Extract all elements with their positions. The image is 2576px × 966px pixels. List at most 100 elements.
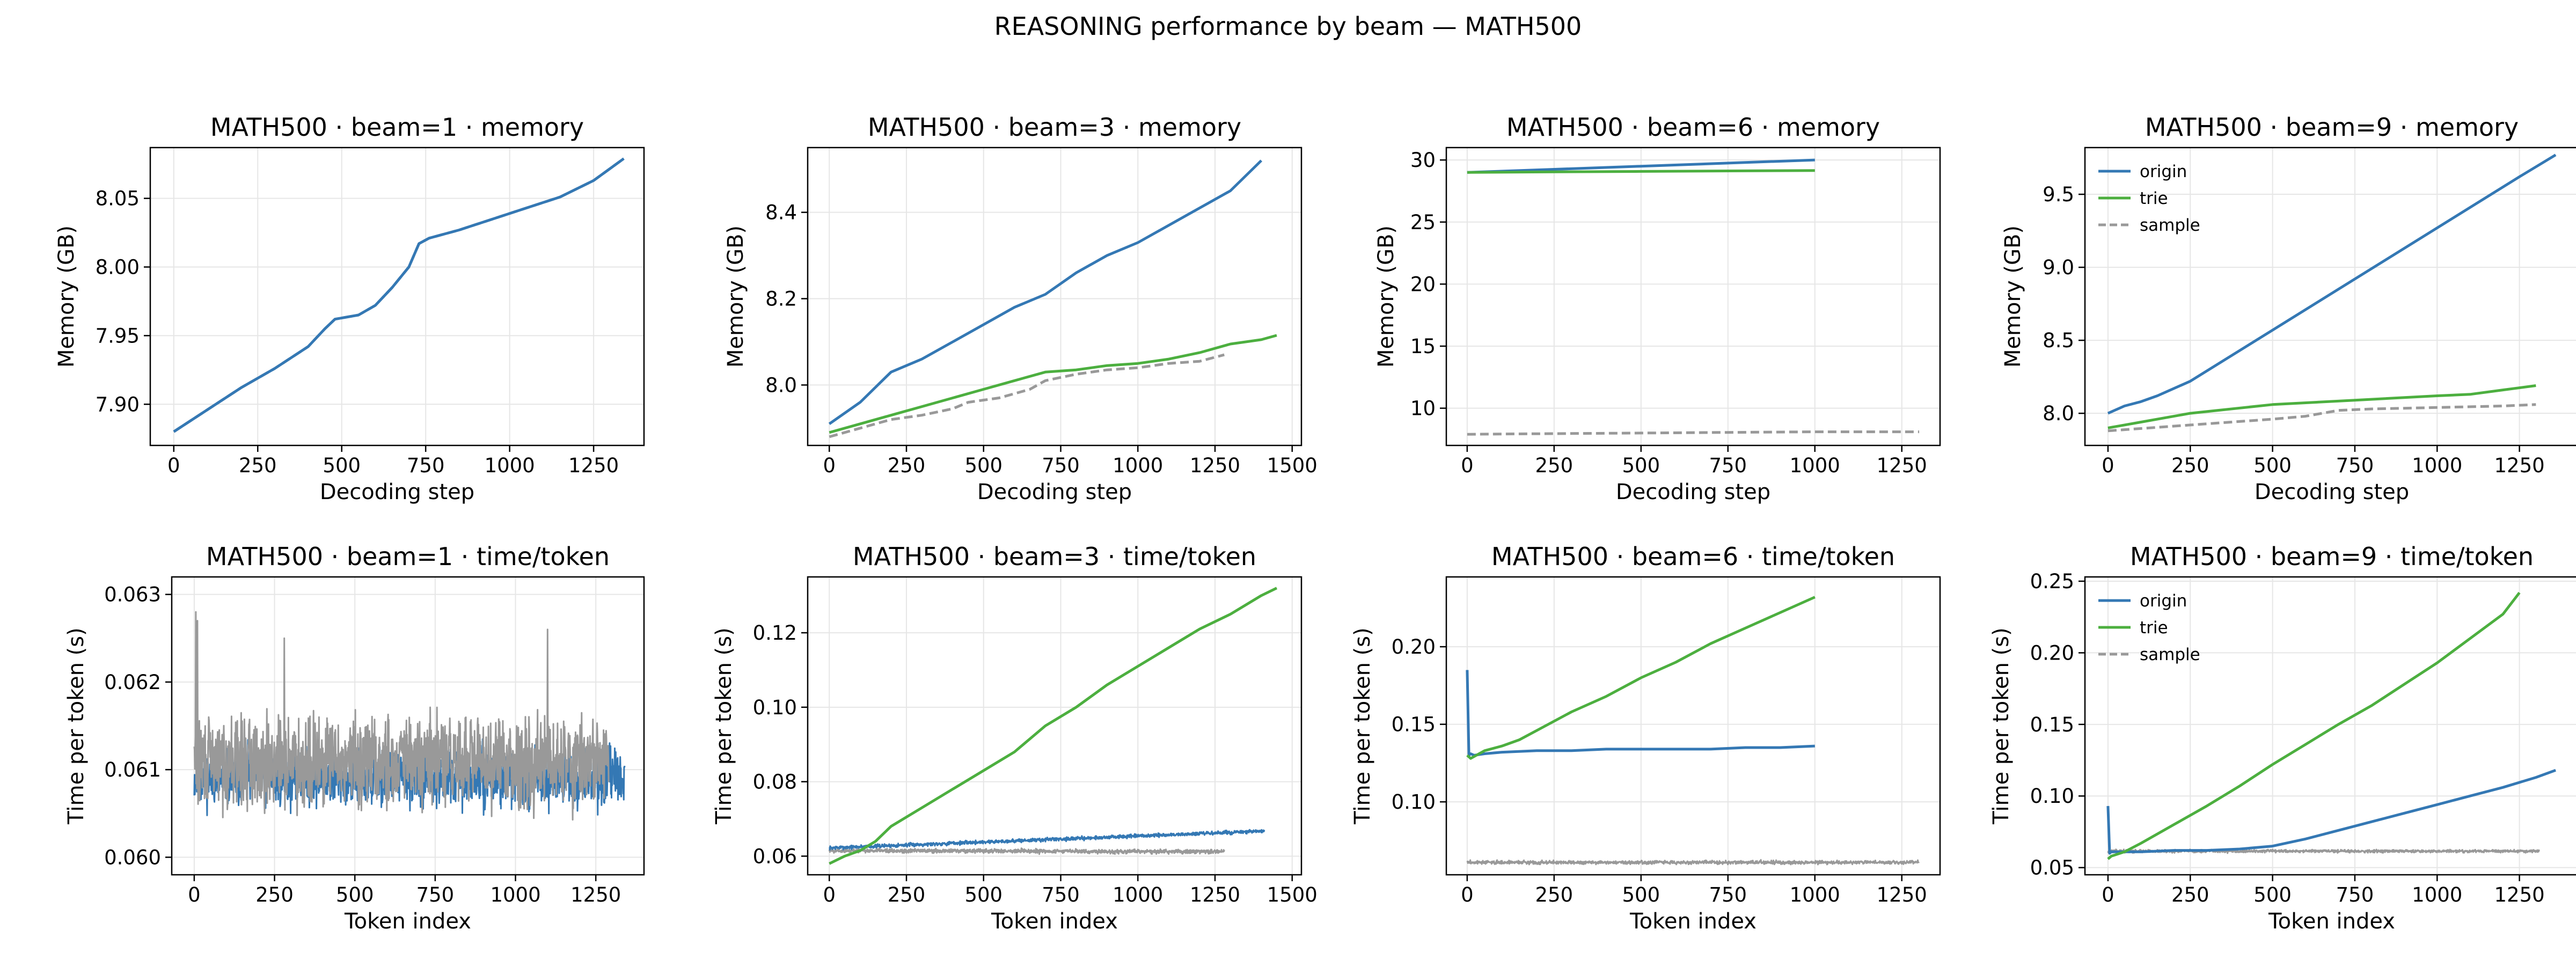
x-tick-label: 750 [2336,883,2374,906]
y-tick-label: 8.0 [765,374,797,397]
legend: origin trie sample [2098,162,2200,235]
series-group [828,587,1278,865]
y-tick-label: 0.062 [104,671,161,694]
y-tick-label: 0.08 [753,771,797,794]
x-tick-label: 1250 [1190,883,1240,906]
x-tick-label: 1250 [568,454,619,477]
y-tick-label: 0.12 [753,621,797,645]
y-axis-label: Memory (GB) [2001,225,2025,368]
y-tick-label: 30 [1410,149,1436,172]
y-tick-label: 7.90 [96,393,140,416]
panel-title: MATH500 · beam=3 · time/token [853,542,1256,571]
x-tick-label: 1000 [485,454,535,477]
y-axis-label: Memory (GB) [54,225,79,368]
y-tick-label: 9.0 [2043,256,2074,279]
x-tick-label: 0 [823,883,836,906]
axes-frame [807,147,1302,447]
legend-label-origin: origin [2140,162,2187,181]
panel-title: MATH500 · beam=1 · time/token [206,542,610,571]
x-tick-label: 500 [964,883,1002,906]
x-tick-label: 0 [1461,454,1474,477]
series-line-sample [193,611,610,821]
legend-label-sample: sample [2140,645,2200,664]
chart-panel-1: 0 250 500 750 1000 1250 7.90 7.95 8.00 8.05 MATH50… [54,113,645,504]
y-tick-label: 10 [1410,397,1436,420]
panel-title: MATH500 · beam=6 · memory [1506,113,1880,142]
y-axis-label: Time per token (s) [1989,627,2014,824]
chart-panel-4: 0 250 500 750 1000 1250 8.0 8.5 9.0 9.5 MATH500 · … [2001,113,2576,504]
x-tick-label: 0 [167,454,180,477]
y-tick-label: 0.20 [2030,641,2074,664]
series-line-sample [1467,430,1920,436]
axes-frame [171,576,645,876]
axes-frame [2084,576,2576,876]
series-group [2106,591,2556,860]
y-tick-label: 0.06 [753,845,797,868]
chart-panel-8: 0 250 500 750 1000 1250 0.05 0.10 0.15 0.20 0.25 MA… [1989,542,2576,934]
series-line-trie [2107,384,2536,429]
y-tick-label: 0.10 [2030,785,2074,808]
y-axis-label: Memory (GB) [723,225,748,368]
x-tick-label: 250 [2171,454,2209,477]
x-tick-label: 750 [1042,454,1080,477]
x-tick-label: 0 [2102,883,2114,906]
y-axis-label: Memory (GB) [1374,225,1399,368]
x-tick-label: 750 [416,883,455,906]
series-line-sample [2107,403,2536,433]
panel-title: MATH500 · beam=9 · memory [2145,113,2519,142]
y-tick-label: 8.00 [96,256,140,279]
x-tick-label: 0 [1461,883,1474,906]
x-axis-label: Decoding step [977,480,1132,504]
x-tick-label: 1000 [1790,883,1840,906]
y-tick-label: 9.5 [2043,183,2074,206]
x-tick-label: 500 [964,454,1002,477]
series-group [193,611,626,821]
legend-label-trie: trie [2140,618,2168,638]
y-axis-label: Time per token (s) [1350,627,1375,824]
series-group [1466,596,1920,866]
series-line-trie [2107,591,2521,860]
axes-frame [1445,576,1941,876]
x-tick-label: 1250 [1190,454,1240,477]
x-tick-label: 750 [1709,883,1747,906]
legend-label-origin: origin [2140,591,2187,611]
y-tick-label: 0.05 [2030,857,2074,880]
x-tick-label: 250 [1535,454,1574,477]
series-line-origin [2106,769,2556,855]
x-tick-label: 750 [1042,883,1080,906]
y-tick-label: 0.10 [753,696,797,719]
x-tick-label: 250 [255,883,294,906]
y-tick-label: 8.5 [2043,329,2074,352]
gridlines [808,148,1301,445]
series-line-trie [829,334,1277,434]
x-tick-label: 1500 [1267,454,1318,477]
series-line-origin [828,159,1263,425]
chart-panel-6: 0 250 500 750 1000 1250 1500 0.06 0.08 0.10 0.12 MA… [712,542,1318,934]
x-tick-label: 250 [2171,883,2209,906]
x-tick-label: 1000 [1790,454,1840,477]
x-tick-label: 500 [1622,454,1660,477]
y-tick-label: 20 [1410,273,1436,296]
legend-label-sample: sample [2140,216,2200,235]
gridlines [1446,577,1940,875]
x-tick-label: 0 [188,883,201,906]
x-axis-label: Token index [991,909,1118,934]
x-tick-label: 1000 [1113,454,1163,477]
y-tick-label: 0.15 [2030,713,2074,736]
x-tick-label: 1000 [2412,454,2462,477]
x-tick-label: 250 [888,454,926,477]
x-tick-label: 250 [239,454,277,477]
y-tick-label: 0.10 [1392,791,1436,814]
axes-frame [807,576,1302,876]
series-line-sample [829,353,1225,438]
x-axis-label: Decoding step [2255,480,2409,504]
x-tick-label: 1250 [2494,454,2545,477]
y-axis-label: Time per token (s) [64,627,89,824]
gridlines [808,577,1301,875]
series-line-origin [1466,670,1815,757]
y-tick-label: 0.060 [104,846,161,869]
series-line-origin [1467,158,1815,174]
y-tick-label: 8.2 [765,288,797,311]
